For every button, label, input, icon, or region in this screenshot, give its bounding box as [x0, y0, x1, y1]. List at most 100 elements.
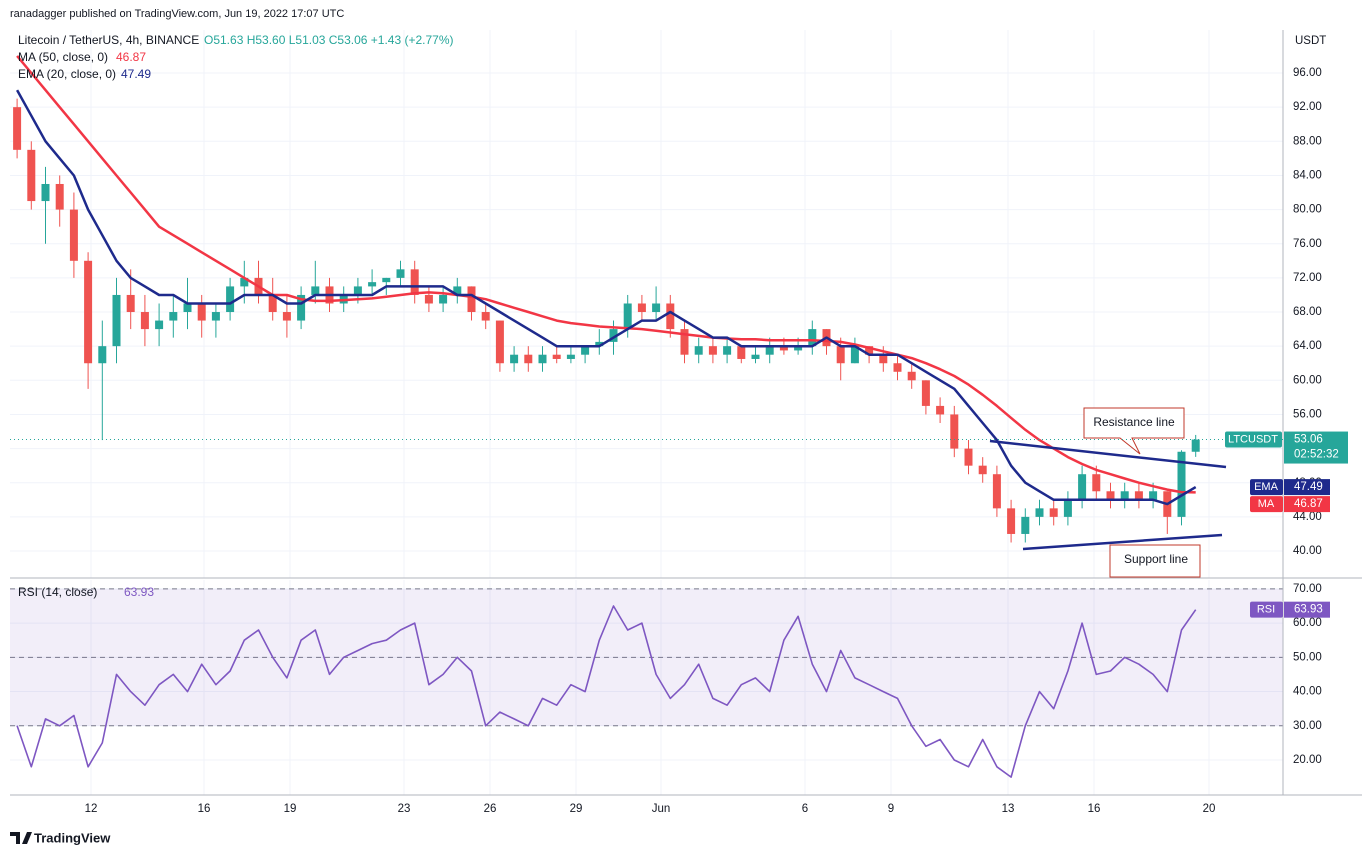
candle-body [126, 294, 135, 313]
x-tick-label: 16 [198, 803, 211, 815]
y-tick-label: 92.00 [1293, 101, 1322, 113]
indicator-badge [1284, 601, 1330, 618]
support-callout: Support line [1109, 544, 1201, 578]
candle-body [1021, 516, 1030, 534]
indicator-value: 47.49 [1294, 481, 1323, 493]
candle-body [950, 414, 959, 449]
candle-body [751, 354, 760, 359]
legend-rsi: RSI (14, close) [18, 585, 97, 599]
countdown: 02:52:32 [1294, 449, 1339, 461]
candle-body [84, 260, 93, 364]
callout-box [1083, 407, 1185, 455]
candle-body [1106, 491, 1115, 500]
symbol-label: LTCUSDT [1228, 433, 1278, 445]
candle-body [112, 294, 121, 347]
x-tick-label: 20 [1203, 803, 1216, 815]
legend-ema-value: 47.49 [121, 67, 151, 81]
y-tick-label: 60.00 [1293, 374, 1322, 386]
resistance-trendline [989, 439, 1227, 469]
legend-ma-value: 46.87 [116, 50, 146, 64]
candle-body [13, 107, 22, 150]
candle-body [69, 209, 78, 261]
candle-body [637, 303, 646, 313]
candle-body [183, 303, 192, 313]
grid [10, 30, 1283, 795]
candle-body [1092, 474, 1101, 492]
y-tick-label: 80.00 [1293, 204, 1322, 216]
candle-body [666, 303, 675, 330]
candle-body [552, 354, 561, 359]
candle-body [481, 312, 490, 321]
rsi-line [16, 605, 1197, 778]
y-tick-label: 56.00 [1293, 408, 1322, 420]
candle-body [708, 346, 717, 355]
candle-body [652, 303, 661, 313]
candle-body [382, 277, 391, 283]
candle-body [964, 448, 973, 466]
candle-body [226, 286, 235, 313]
publisher: ranadagger published on TradingView.com,… [10, 8, 344, 20]
indicator-badge [1284, 496, 1330, 513]
candle-body [1177, 451, 1186, 517]
candle-body [424, 294, 433, 304]
candle-body [1035, 508, 1044, 517]
candle-body [581, 346, 590, 355]
rsi-tick-label: 60.00 [1293, 617, 1322, 629]
x-tick-label: 26 [484, 803, 497, 815]
indicator-line [16, 89, 1197, 506]
currency: USDT [1295, 35, 1326, 47]
candle-body [297, 294, 306, 321]
rsi-tick-label: 40.00 [1293, 686, 1322, 698]
candle-body [865, 346, 874, 355]
candle-body [566, 354, 575, 359]
y-tick-label: 44.00 [1293, 511, 1322, 523]
candle-body [921, 380, 930, 406]
candle-body [1063, 499, 1072, 517]
candle-body [1191, 439, 1200, 452]
candle-body [439, 294, 448, 304]
candle-body [396, 269, 405, 278]
rsi-tick-label: 20.00 [1293, 754, 1322, 766]
x-tick-label: Jun [652, 803, 671, 815]
candle-body [595, 341, 604, 347]
callout-box [1109, 544, 1201, 578]
candle-body [98, 346, 107, 364]
candle-body [155, 320, 164, 330]
indicator-tag-label: EMA [1254, 481, 1279, 493]
candle-body [808, 329, 817, 347]
candle-body [1149, 491, 1158, 500]
footer: TradingView [34, 830, 111, 845]
candle-body [410, 269, 419, 295]
indicator-line [16, 55, 1196, 494]
indicator-tag-label: MA [1258, 498, 1275, 510]
y-tick-label: 84.00 [1293, 169, 1322, 181]
candle-body [268, 294, 277, 313]
rsi-tick-label: 30.00 [1293, 720, 1322, 732]
candle-body [794, 346, 803, 351]
candle-body [680, 329, 689, 355]
x-tick-label: 16 [1088, 803, 1101, 815]
candle-body [1049, 508, 1058, 517]
y-tick-label: 40.00 [1293, 545, 1322, 557]
x-tick-label: 23 [398, 803, 411, 815]
candle-body [737, 346, 746, 359]
legend-ema: EMA (20, close, 0) [18, 67, 116, 81]
x-tick-label: 6 [802, 803, 808, 815]
support-trendline [1022, 533, 1223, 551]
last-price: 53.06 [1294, 434, 1323, 446]
chart-title: Litecoin / TetherUS, 4h, BINANCE [18, 33, 199, 47]
y-tick-label: 76.00 [1293, 238, 1322, 250]
candle-body [140, 312, 149, 330]
plot [13, 55, 1200, 778]
logo-mark [10, 832, 32, 844]
rsi-tick-label: 70.00 [1293, 583, 1322, 595]
candle-body [893, 363, 902, 372]
x-tick-label: 9 [888, 803, 894, 815]
indicator-tag [1250, 601, 1283, 618]
indicator-tag-label: RSI [1257, 604, 1275, 616]
candle-body [723, 346, 732, 355]
candle-body [282, 312, 291, 321]
candle-body [211, 312, 220, 321]
candle-body [467, 286, 476, 313]
